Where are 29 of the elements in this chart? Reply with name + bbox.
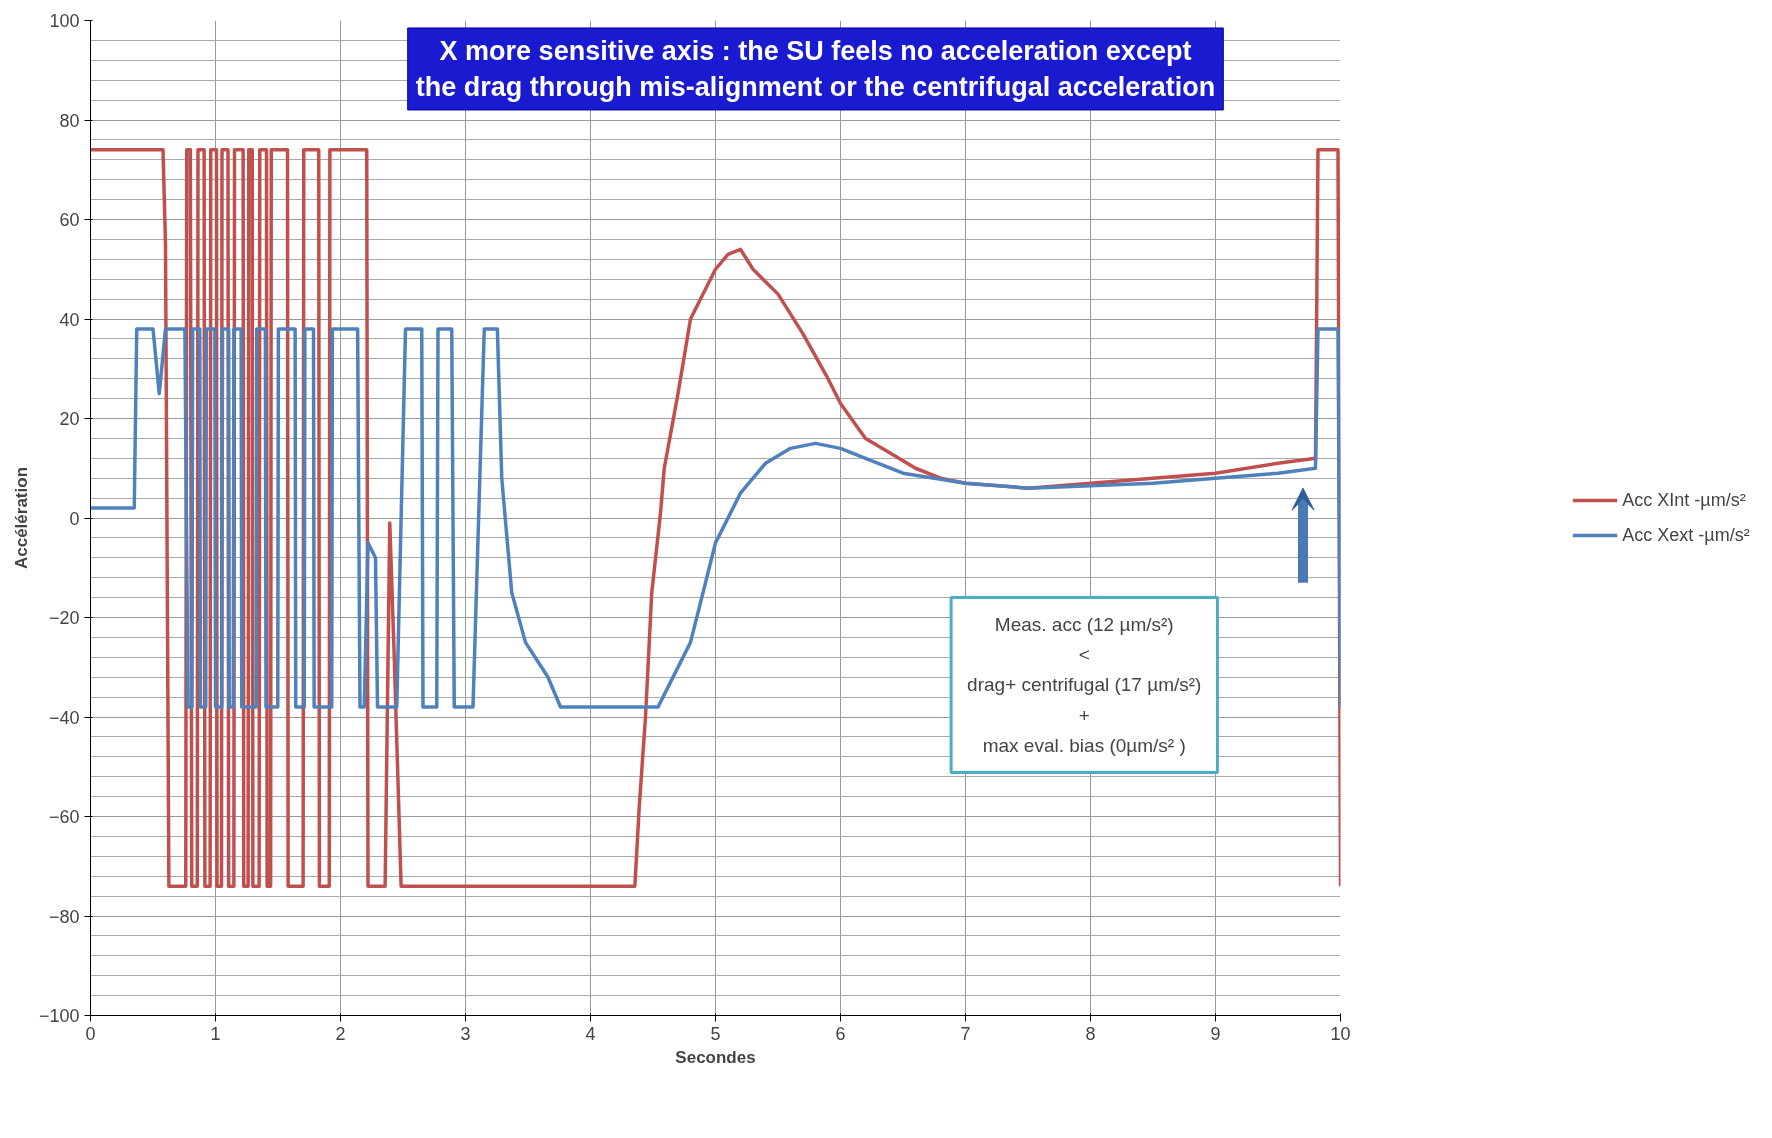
x-tick-label: 8	[1085, 1023, 1096, 1044]
y-tick-label: 0	[69, 508, 80, 529]
x-tick-label: 4	[585, 1023, 596, 1044]
x-tick-label: 2	[335, 1023, 346, 1044]
y-tick-label: −80	[48, 906, 80, 927]
y-tick-label: −40	[48, 707, 80, 728]
y-tick-label: −20	[48, 608, 80, 628]
y-axis-title: Accélération	[11, 466, 31, 570]
y-tick-label: 100	[49, 11, 80, 31]
text: X more sensitive axis : the SU feels no acceleration except the drag through mis-alignment or the centrifugal acceleration	[415, 35, 1216, 102]
x-tick-label: 10	[1330, 1023, 1351, 1044]
legend-label: Acc Xext -µm/s²	[1622, 524, 1750, 546]
x-tick-label: 7	[960, 1023, 971, 1044]
x-tick-label: 3	[460, 1023, 471, 1044]
y-tick-label: 80	[59, 110, 80, 131]
y-tick-label: −60	[48, 807, 80, 827]
x-axis-title: Secondes	[675, 1047, 756, 1067]
x-tick-label: 9	[1210, 1023, 1221, 1044]
x-tick-label: 0	[85, 1023, 96, 1044]
x-tick-label: 5	[710, 1023, 721, 1044]
line-series	[90, 327, 1341, 709]
x-tick-label: 6	[835, 1023, 846, 1044]
y-tick-label: 60	[59, 210, 80, 230]
y-tick-label: 20	[59, 409, 80, 429]
y-tick-label: −100	[38, 1006, 80, 1026]
y-tick-label: 40	[59, 309, 80, 330]
x-tick-label: 1	[210, 1023, 221, 1044]
legend-label: Acc XInt -µm/s²	[1622, 489, 1746, 511]
annotation: Meas. acc (12 µm/s²) < drag+ centrifugal (17 µm/s²) + max eval. bias (0µm/s² )	[967, 613, 1202, 757]
